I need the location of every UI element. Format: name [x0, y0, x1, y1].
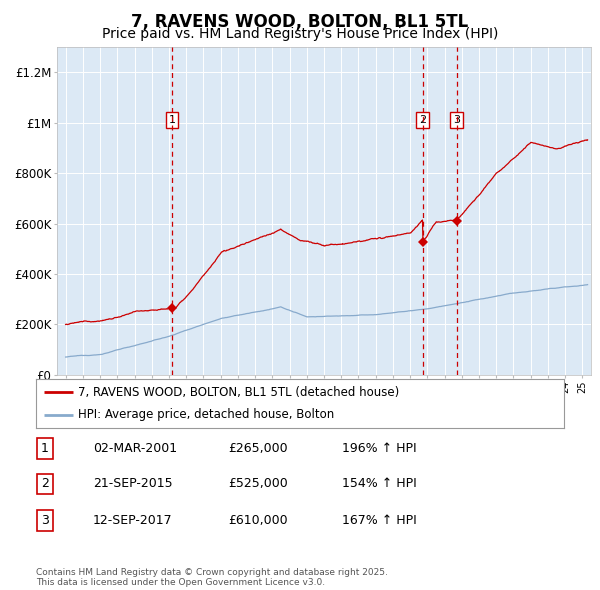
Text: £265,000: £265,000 [228, 442, 287, 455]
Text: £610,000: £610,000 [228, 514, 287, 527]
Text: 154% ↑ HPI: 154% ↑ HPI [342, 477, 417, 490]
Text: HPI: Average price, detached house, Bolton: HPI: Average price, detached house, Bolt… [78, 408, 334, 421]
Text: 3: 3 [453, 115, 460, 125]
Text: 3: 3 [41, 514, 49, 527]
Text: 7, RAVENS WOOD, BOLTON, BL1 5TL (detached house): 7, RAVENS WOOD, BOLTON, BL1 5TL (detache… [78, 386, 400, 399]
Text: Price paid vs. HM Land Registry's House Price Index (HPI): Price paid vs. HM Land Registry's House … [102, 27, 498, 41]
Text: 1: 1 [169, 115, 175, 125]
Text: 12-SEP-2017: 12-SEP-2017 [93, 514, 173, 527]
Text: 7, RAVENS WOOD, BOLTON, BL1 5TL: 7, RAVENS WOOD, BOLTON, BL1 5TL [131, 13, 469, 31]
Text: 21-SEP-2015: 21-SEP-2015 [93, 477, 173, 490]
Text: 1: 1 [41, 442, 49, 455]
Text: 196% ↑ HPI: 196% ↑ HPI [342, 442, 416, 455]
Text: £525,000: £525,000 [228, 477, 288, 490]
Text: 2: 2 [41, 477, 49, 490]
Text: Contains HM Land Registry data © Crown copyright and database right 2025.
This d: Contains HM Land Registry data © Crown c… [36, 568, 388, 587]
Text: 167% ↑ HPI: 167% ↑ HPI [342, 514, 417, 527]
Text: 02-MAR-2001: 02-MAR-2001 [93, 442, 177, 455]
Text: 2: 2 [419, 115, 426, 125]
